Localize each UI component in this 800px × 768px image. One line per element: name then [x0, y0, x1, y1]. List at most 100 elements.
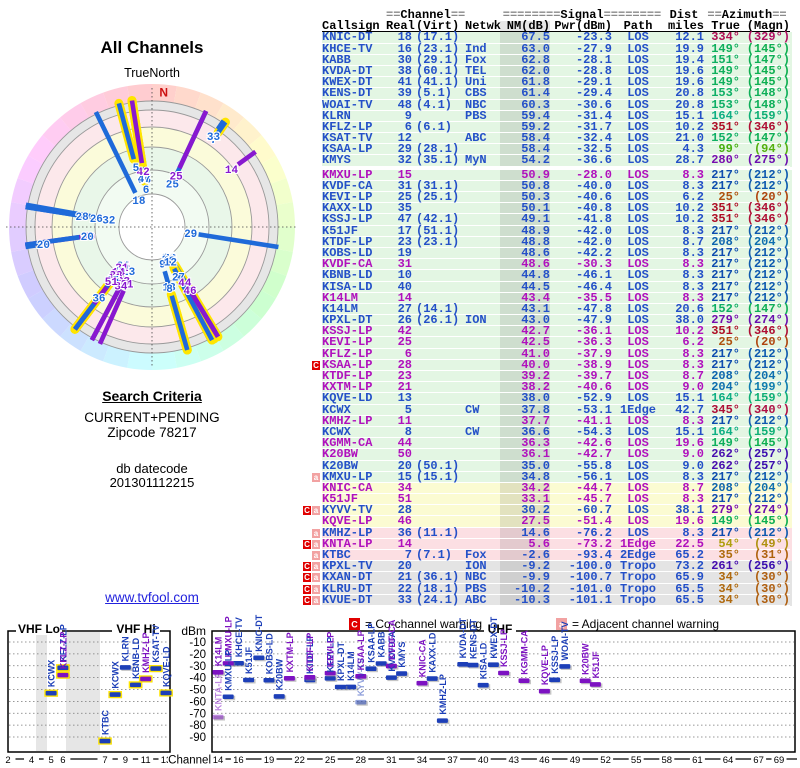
real-channel: 10 — [386, 269, 412, 282]
real-channel: 29 — [386, 143, 412, 156]
spectrum-station-bar — [212, 714, 224, 720]
virtual-channel — [412, 326, 458, 338]
callsign: KEVI-LP — [322, 336, 386, 349]
spectrum-station-bar — [109, 692, 121, 697]
real-channel: 25 — [386, 336, 412, 349]
table-row: KCWX 8 CW 36.6 -54.3 LOS 15.1 164° (159°) — [300, 426, 792, 439]
signal-power: -36.6 — [550, 154, 612, 167]
radar-channel-label: 47 — [138, 174, 151, 186]
spectrum-station-label: K14LM — [346, 651, 356, 681]
azimuth-true: 217° — [704, 471, 740, 483]
network — [458, 203, 500, 215]
network — [458, 293, 500, 304]
spectrum-station-label: KTDF-LP — [305, 636, 315, 675]
network — [458, 461, 500, 472]
spectrum-station-label: KVDA-DT — [458, 617, 468, 658]
virtual-channel: (29.1) — [412, 54, 459, 66]
noise-margin: 14.6 — [500, 527, 550, 539]
signal-power: -40.8 — [550, 202, 612, 215]
callsign: KISA-LD — [322, 280, 386, 293]
channel-tick-label: 25 — [325, 755, 336, 766]
table-row: K20BW 20 (50.1) 35.0 -55.8 LOS 9.0 262° (257°) — [300, 459, 792, 472]
callsign: KVDF-CA — [322, 180, 386, 192]
signal-power: -40.6 — [550, 191, 612, 204]
co-channel-warning-marker: C — [303, 573, 311, 583]
compass-hue-sector — [248, 135, 276, 164]
distance-miles: 8.3 — [664, 280, 704, 293]
distance-miles: 8.7 — [664, 482, 704, 495]
callsign: KTDF-LP — [322, 236, 386, 248]
virtual-channel — [412, 516, 458, 528]
compass-hue-sector — [215, 103, 244, 131]
radar-channel-label: 7 — [210, 135, 217, 147]
callsign: KGMM-CA — [322, 437, 386, 450]
spectrum-station-bar — [253, 655, 265, 661]
azimuth-magnetic: (147°) — [740, 132, 790, 145]
tvfool-link[interactable]: www.tvfool.com — [105, 590, 199, 605]
signal-path: LOS — [612, 325, 664, 338]
warning-gutter — [300, 214, 322, 226]
signal-path: LOS — [612, 191, 664, 204]
radar-station-bar — [192, 295, 220, 338]
network: Fox — [458, 549, 500, 562]
warning-gutter — [300, 54, 322, 66]
compass-hue-sector — [195, 92, 224, 118]
callsign: KSAA-LP — [322, 143, 386, 156]
signal-path: LOS — [612, 54, 664, 66]
network — [458, 449, 500, 461]
virtual-channel — [412, 483, 458, 495]
warning-gutter — [300, 404, 322, 416]
spectrum-station-label: KABB — [377, 631, 387, 657]
callsign: KFLZ-LP — [322, 121, 386, 134]
network — [458, 181, 500, 192]
signal-path: LOS — [612, 448, 664, 461]
radar-channel-label: 40 — [112, 267, 125, 279]
warning-gutter — [300, 438, 322, 450]
radar-channel-label: 10 — [113, 266, 126, 278]
table-row: KVDF-CA 31 48.6 -30.3 LOS 8.3 217° (212°) — [300, 258, 792, 271]
azimuth-magnetic: (346°) — [740, 121, 790, 134]
real-channel: 32 — [386, 154, 412, 167]
col-header: True — [704, 20, 740, 33]
compass-hue-sector — [248, 290, 276, 319]
warning-gutter — [300, 133, 322, 145]
warning-gutter — [300, 65, 322, 78]
azimuth-magnetic: (159°) — [740, 392, 790, 405]
azimuth-magnetic: (257°) — [740, 459, 790, 472]
callsign: K51JF — [322, 224, 386, 237]
distance-miles: 8.3 — [664, 269, 704, 282]
distance-miles: 10.2 — [664, 213, 704, 226]
network: CW — [458, 426, 500, 439]
distance-miles: 8.3 — [664, 258, 704, 271]
spectrum-station-bar — [57, 672, 69, 678]
azimuth-true: 217° — [704, 247, 740, 260]
real-channel: 20 — [386, 560, 412, 573]
radar-station-bar — [116, 102, 137, 160]
warning-gutter — [300, 270, 322, 282]
callsign: KSSJ-LP — [322, 213, 386, 226]
radar-station-bar — [97, 289, 126, 345]
compass-hue-sector — [28, 135, 56, 164]
azimuth-magnetic: (256°) — [740, 560, 790, 573]
radar-title: All Channels — [100, 38, 204, 57]
spectrum-station-label: KAXX-LD — [428, 632, 438, 672]
spectrum-station-bar — [416, 680, 428, 686]
radar-station-bar — [216, 119, 226, 131]
signal-power: -44.7 — [550, 482, 612, 495]
table-row: KWEX-DT 41 (41.1) Uni 61.8 -29.1 LOS 19.6 149° (1… — [300, 76, 792, 89]
azimuth-true: 351° — [704, 325, 740, 338]
real-channel: 28 — [386, 504, 412, 517]
azimuth-true: 149° — [704, 76, 740, 89]
signal-path: Tropo — [612, 560, 664, 573]
table-row: KISA-LD 40 44.5 -46.4 LOS 8.3 217° (212°) — [300, 280, 792, 293]
distance-miles: 6.2 — [664, 191, 704, 204]
table-row: KQVE-LP 46 27.5 -51.4 LOS 19.6 149° (145°) — [300, 515, 792, 528]
real-channel: 33 — [386, 594, 412, 606]
callsign: KCWX — [322, 403, 386, 416]
spectrum-station-label: KSAA-LP — [356, 630, 366, 670]
co-channel-legend-text: = Co-channel warning — [365, 617, 482, 631]
signal-path: LOS — [612, 110, 664, 122]
distance-miles: 19.6 — [664, 65, 704, 78]
distance-miles: 6.2 — [664, 336, 704, 349]
